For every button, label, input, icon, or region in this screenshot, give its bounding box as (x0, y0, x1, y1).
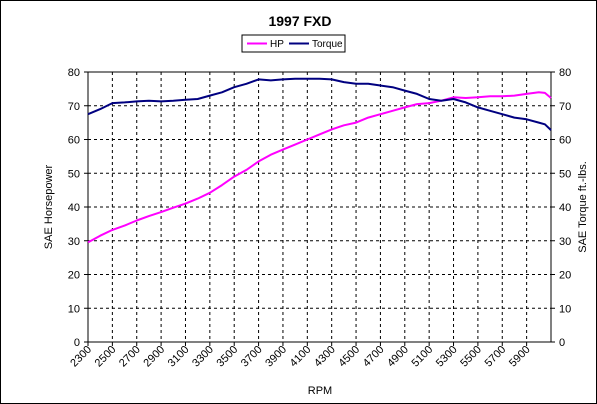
legend-label-torque: Torque (312, 39, 343, 50)
y-axis-left: 0 10 20 30 40 50 60 70 80 (68, 67, 88, 349)
y-tick-label-right: 80 (559, 67, 571, 79)
y-tick-label-right: 50 (559, 168, 571, 180)
y-tick-label-left: 40 (68, 202, 80, 214)
x-tick-label: 3700 (239, 344, 265, 370)
y-tick-label-left: 30 (68, 236, 80, 248)
series-layer (87, 77, 552, 244)
y-axis-right: 0 10 20 30 40 50 60 70 80 (551, 67, 571, 349)
x-tick-label: 2300 (68, 344, 94, 370)
x-tick-label: 2900 (141, 344, 167, 370)
y-tick-label-right: 40 (559, 202, 571, 214)
y-tick-label-left: 70 (68, 101, 80, 113)
x-tick-label: 5700 (483, 344, 509, 370)
x-tick-label: 5900 (507, 344, 533, 370)
series-line-torque (87, 77, 552, 131)
y-tick-label-left: 60 (68, 135, 80, 147)
y-tick-label-right: 20 (559, 270, 571, 282)
x-tick-label: 2700 (117, 344, 143, 370)
x-tick-label: 4700 (361, 344, 387, 370)
x-tick-label: 3500 (215, 344, 241, 370)
legend: HP Torque (241, 34, 346, 53)
plot-area (87, 71, 552, 343)
x-tick-label: 3900 (263, 344, 289, 370)
y-tick-label-right: 0 (559, 337, 565, 349)
x-tick-label: 3100 (166, 344, 192, 370)
x-tick-label: 4100 (288, 344, 314, 370)
x-axis-title: RPM (308, 385, 332, 397)
y-axis-title-left: SAE Horsepower (43, 164, 55, 249)
chart-title: 1997 FXD (268, 13, 331, 29)
y-tick-label-left: 10 (68, 303, 80, 315)
x-tick-label: 3300 (190, 344, 216, 370)
x-tick-label: 5300 (434, 344, 460, 370)
y-tick-label-right: 70 (559, 101, 571, 113)
y-tick-label-right: 30 (559, 236, 571, 248)
y-tick-label-right: 10 (559, 303, 571, 315)
x-tick-label: 4300 (312, 344, 338, 370)
legend-label-hp: HP (270, 39, 284, 50)
x-tick-label: 5100 (409, 344, 435, 370)
x-tick-label: 4500 (336, 344, 362, 370)
y-axis-title-right: SAE Torque ft.-lbs. (577, 161, 589, 253)
x-tick-label: 2500 (93, 344, 119, 370)
y-tick-label-left: 80 (68, 67, 80, 79)
x-tick-label: 5500 (458, 344, 484, 370)
y-tick-label-left: 20 (68, 270, 80, 282)
series-line-hp (87, 91, 552, 244)
x-tick-label: 4900 (385, 344, 411, 370)
y-tick-label-right: 60 (559, 135, 571, 147)
x-axis: 2300250027002900310033003500370039004100… (68, 342, 533, 370)
y-tick-label-left: 0 (74, 337, 80, 349)
grid (88, 72, 551, 342)
y-tick-label-left: 50 (68, 168, 80, 180)
